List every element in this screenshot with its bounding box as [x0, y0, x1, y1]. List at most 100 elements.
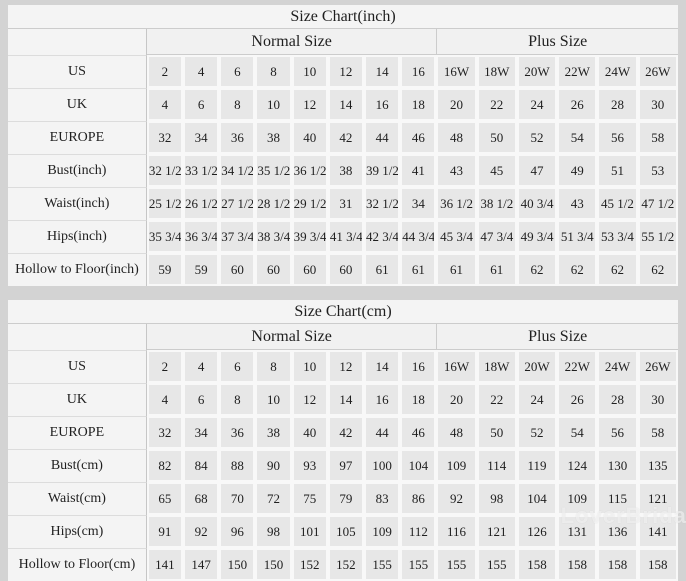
- value-cell: 104: [400, 449, 437, 482]
- value-cell: 158: [516, 548, 558, 581]
- value-cell: 16: [364, 88, 401, 121]
- table-row: Hollow to Floor(cm) 141 147 150 150 152 152 155…: [8, 548, 678, 581]
- value-cell: 46: [400, 416, 437, 449]
- size-table-cm: Size Chart(cm) Normal Size Plus Size US 2 4 6 8…: [8, 300, 678, 581]
- value-cell: 20: [436, 383, 477, 416]
- value-cell: 41 3/4: [327, 220, 365, 253]
- value-cell: 40: [291, 416, 328, 449]
- value-cell: 121: [637, 482, 678, 515]
- value-cell: 22: [476, 88, 517, 121]
- value-cell: 18W: [476, 55, 517, 88]
- value-cell: 147: [183, 548, 220, 581]
- value-cell: 32 1/2: [146, 154, 184, 187]
- value-cell: 42: [327, 121, 365, 154]
- value-cell: 12: [327, 350, 365, 383]
- value-cell: 8: [219, 383, 256, 416]
- value-cell: 155: [476, 548, 517, 581]
- value-cell: 49: [557, 154, 598, 187]
- value-cell: 58: [637, 416, 678, 449]
- row-label: Bust(inch): [8, 154, 147, 187]
- row-label: Hips(inch): [8, 220, 147, 253]
- value-cell: 43: [436, 154, 477, 187]
- value-cell: 28: [597, 383, 638, 416]
- value-cell: 6: [183, 88, 220, 121]
- value-cell: 91: [146, 515, 184, 548]
- value-cell: 72: [255, 482, 292, 515]
- value-cell: 49 3/4: [516, 220, 558, 253]
- value-cell: 75: [291, 482, 328, 515]
- value-cell: 62: [516, 253, 558, 286]
- value-cell: 104: [516, 482, 558, 515]
- value-cell: 36 1/2: [436, 187, 477, 220]
- value-cell: 24W: [597, 350, 638, 383]
- value-cell: 12: [291, 383, 328, 416]
- value-cell: 36: [219, 416, 256, 449]
- value-cell: 29 1/2: [291, 187, 328, 220]
- value-cell: 18: [400, 383, 437, 416]
- value-cell: 54: [557, 416, 598, 449]
- value-cell: 35 3/4: [146, 220, 184, 253]
- row-label: Hips(cm): [8, 515, 147, 548]
- value-cell: 60: [327, 253, 365, 286]
- value-cell: 20W: [516, 55, 558, 88]
- value-cell: 96: [219, 515, 256, 548]
- table-row: EUROPE 32 34 36 38 40 42 44 46 48 50 52 54 56 58: [8, 416, 678, 449]
- value-cell: 83: [364, 482, 401, 515]
- corner-cell: [8, 29, 147, 55]
- value-cell: 60: [255, 253, 292, 286]
- value-cell: 121: [476, 515, 517, 548]
- value-cell: 54: [557, 121, 598, 154]
- value-cell: 62: [597, 253, 638, 286]
- value-cell: 12: [291, 88, 328, 121]
- value-cell: 61: [364, 253, 401, 286]
- value-cell: 4: [146, 383, 184, 416]
- value-cell: 155: [436, 548, 477, 581]
- value-cell: 12: [327, 55, 365, 88]
- value-cell: 31: [327, 187, 365, 220]
- value-cell: 34: [400, 187, 437, 220]
- value-cell: 52: [516, 416, 558, 449]
- group-header: Plus Size: [436, 324, 678, 350]
- value-cell: 51 3/4: [557, 220, 598, 253]
- value-cell: 68: [183, 482, 220, 515]
- value-cell: 10: [255, 88, 292, 121]
- value-cell: 98: [476, 482, 517, 515]
- value-cell: 14: [364, 55, 401, 88]
- value-cell: 32: [146, 121, 184, 154]
- table-row: US 2 4 6 8 10 12 14 16 16W 18W 20W 22W 24W 26W: [8, 350, 678, 383]
- value-cell: 44 3/4: [400, 220, 437, 253]
- value-cell: 10: [255, 383, 292, 416]
- value-cell: 22: [476, 383, 517, 416]
- value-cell: 6: [219, 55, 256, 88]
- value-cell: 61: [436, 253, 477, 286]
- value-cell: 112: [400, 515, 437, 548]
- value-cell: 109: [364, 515, 401, 548]
- value-cell: 14: [327, 383, 365, 416]
- value-cell: 16: [364, 383, 401, 416]
- value-cell: 28: [597, 88, 638, 121]
- value-cell: 40: [291, 121, 328, 154]
- value-cell: 92: [436, 482, 477, 515]
- column-group-row: Normal Size Plus Size: [8, 324, 678, 350]
- value-cell: 130: [597, 449, 638, 482]
- value-cell: 2: [146, 55, 184, 88]
- value-cell: 155: [400, 548, 437, 581]
- value-cell: 158: [637, 548, 678, 581]
- value-cell: 56: [597, 416, 638, 449]
- value-cell: 47 1/2: [637, 187, 678, 220]
- value-cell: 59: [146, 253, 184, 286]
- value-cell: 24: [516, 383, 558, 416]
- value-cell: 26: [557, 383, 598, 416]
- value-cell: 37 3/4: [219, 220, 256, 253]
- value-cell: 18: [400, 88, 437, 121]
- value-cell: 150: [255, 548, 292, 581]
- value-cell: 4: [146, 88, 184, 121]
- value-cell: 39 3/4: [291, 220, 328, 253]
- value-cell: 50: [476, 121, 517, 154]
- value-cell: 30: [637, 383, 678, 416]
- value-cell: 100: [364, 449, 401, 482]
- value-cell: 51: [597, 154, 638, 187]
- value-cell: 50: [476, 416, 517, 449]
- value-cell: 44: [364, 416, 401, 449]
- value-cell: 109: [557, 482, 598, 515]
